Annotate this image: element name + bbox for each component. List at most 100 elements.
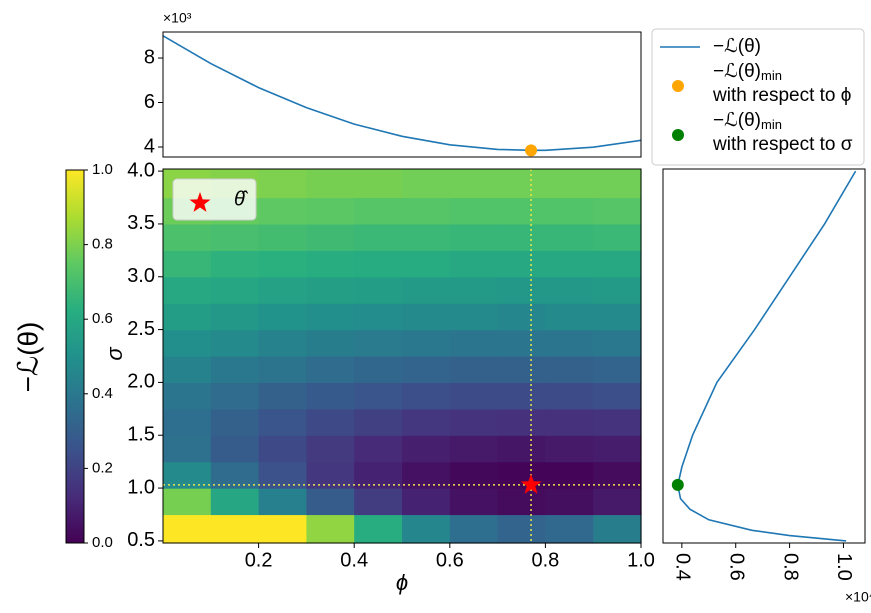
offset-label: ×10⁴ [845,589,871,605]
heatmap-cell [497,197,546,225]
heatmap-cell [449,250,499,278]
colorbar-tick-label: 0.6 [92,310,113,327]
heatmap-cell [449,276,499,304]
heatmap-cell [210,488,260,516]
heatmap-cell [258,435,307,463]
y-tick-label: 4 [144,135,155,157]
axes-frame [162,31,642,158]
heatmap-cell [449,408,499,436]
heatmap-cell [306,356,355,384]
heatmap-cell [545,223,594,251]
heatmap-cell [163,435,212,463]
heatmap-cell [354,276,403,304]
heatmap-cell [163,382,212,410]
heatmap-cell [402,329,451,357]
heatmap-cell [497,514,546,544]
y-tick-label: 3.0 [127,265,155,287]
heatmap-cell [593,488,642,516]
heatmap-cell [545,408,594,436]
heatmap-cell [163,356,212,384]
min-point [525,144,538,157]
curve [162,35,642,152]
heatmap-cell [163,408,212,436]
heatmap-cell [354,435,403,463]
heatmap-cell [163,223,212,251]
heatmap-cell [306,488,355,516]
heatmap-cell [402,461,451,489]
heatmap-cell [593,197,642,225]
heatmap-cell [449,329,499,357]
x-tick-label: 0.4 [340,549,368,571]
heatmap-cell [593,169,642,199]
heatmap-cell [497,169,546,199]
legend-label-main: −ℒ(θ) [713,110,761,131]
legend-label: −ℒ(θ)min [713,61,782,83]
colorbar-tick-label: 0.4 [92,385,113,402]
estimate-star [520,473,542,494]
heatmap-cell [258,169,307,199]
heatmap-cell [402,488,451,516]
heatmap-cell [402,197,451,225]
heatmap-cell [163,276,212,304]
colorbar [66,170,84,543]
heatmap-cell [163,329,212,357]
heatmap-cell [210,303,260,331]
heatmap-cell [354,382,403,410]
heatmap-cell [306,197,355,225]
heatmap-cell [402,408,451,436]
heatmap-cell [258,488,307,516]
x-tick-label: 0.8 [779,553,801,581]
colorbar-tick-label: 0.8 [92,236,113,253]
heatmap-cell [593,329,642,357]
heatmap-cell [497,382,546,410]
heatmap-cell [210,276,260,304]
heatmap-cell [497,408,546,436]
heatmap-cell [545,356,594,384]
heatmap-cell [593,303,642,331]
heatmap-cell [210,408,260,436]
x-axis-label: ϕ [396,570,408,595]
heatmap-cell [402,303,451,331]
heatmap-cell [545,303,594,331]
heatmap-cell [258,329,307,357]
heatmap-cell [354,303,403,331]
y-axis-label: σ [102,347,127,361]
heatmap-cell [497,276,546,304]
heatmap-cell [593,250,642,278]
x-tick-label: 1.0 [833,553,855,581]
heatmap-cell [545,276,594,304]
offset-label: ×10³ [163,10,192,26]
heatmap-cell [497,488,546,516]
y-tick-label: 1.0 [127,476,155,498]
heatmap-cell [306,223,355,251]
heatmap-cell [449,303,499,331]
legend-label-sub: min [761,117,782,132]
legend-point [672,80,684,92]
heatmap-cell [449,169,499,199]
heatmap-cell [545,382,594,410]
heatmap-cell [545,197,594,225]
heatmap-cell [402,435,451,463]
y-tick-label: 0.5 [127,529,155,551]
y-tick-label: 4.0 [127,159,155,181]
heatmap-cell [354,408,403,436]
heatmap-cell [593,408,642,436]
heatmap-cell [258,276,307,304]
heatmap-cell [593,223,642,251]
axes-frame [162,168,642,544]
axes-frame [65,169,85,544]
heatmap-cell [497,223,546,251]
heatmap-cell [545,329,594,357]
legend-label-main: −ℒ(θ) [713,61,761,82]
heatmap-cell [163,488,212,516]
x-tick-label: 0.2 [245,549,273,571]
heatmap-cell [163,303,212,331]
heatmap-cell [354,197,403,225]
axes-frame [662,168,866,544]
heatmap-cell [545,250,594,278]
x-tick-label: 0.8 [531,549,559,571]
legend-label-note: with respect to ϕ [712,85,851,106]
heatmap-cell [354,356,403,384]
heatmap-cell [258,223,307,251]
heatmap-cell [306,382,355,410]
